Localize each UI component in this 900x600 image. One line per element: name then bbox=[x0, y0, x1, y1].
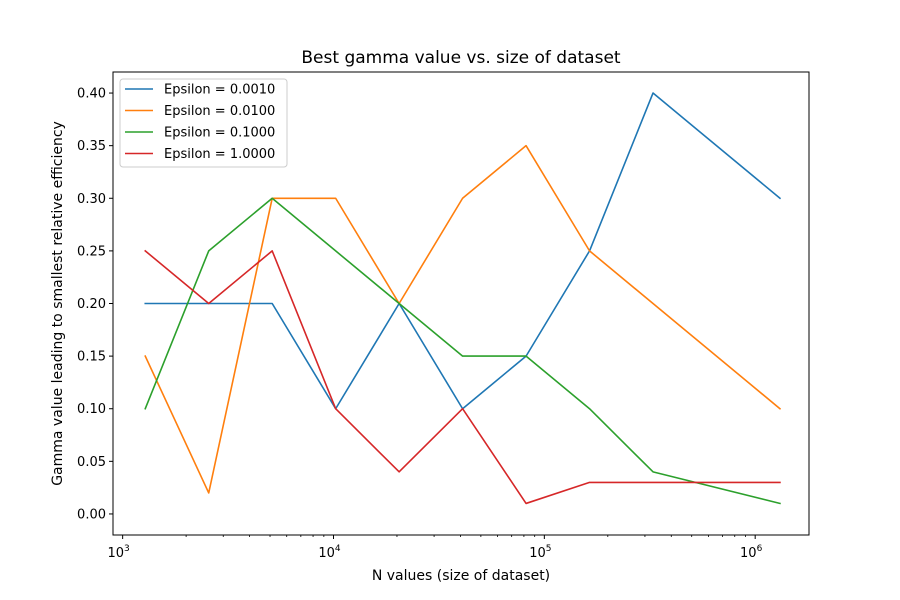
y-tick-label: 0.30 bbox=[77, 192, 106, 207]
x-axis-label: N values (size of dataset) bbox=[372, 568, 550, 584]
legend-box bbox=[119, 78, 288, 168]
series-line-1 bbox=[144, 92, 782, 410]
y-tick-label: 0.05 bbox=[77, 455, 106, 470]
y-tick-label: 0.35 bbox=[77, 139, 106, 154]
y-tick-label: 0.25 bbox=[77, 244, 106, 259]
y-tick-label: 0.00 bbox=[77, 507, 106, 522]
legend-label: Epsilon = 1.0000 bbox=[164, 147, 275, 162]
x-tick-label: 106 bbox=[740, 544, 763, 561]
y-tick-label: 0.20 bbox=[77, 297, 106, 312]
chart-title: Best gamma value vs. size of dataset bbox=[301, 48, 621, 68]
series-line-3 bbox=[144, 197, 781, 505]
x-axis-ticks: 103 104 105 106 bbox=[108, 535, 763, 561]
legend-label: Epsilon = 0.0100 bbox=[164, 104, 275, 119]
y-tick-label: 0.40 bbox=[77, 87, 106, 102]
y-tick-label: 0.15 bbox=[77, 350, 106, 365]
x-tick-label: 103 bbox=[108, 544, 130, 561]
plot-area-frame bbox=[112, 71, 810, 536]
legend-label: Epsilon = 0.0010 bbox=[164, 83, 275, 98]
legend: Epsilon = 0.0010 Epsilon = 0.0100 Epsilon … bbox=[119, 78, 288, 168]
y-tick-label: 0.10 bbox=[77, 402, 106, 417]
y-axis-ticks: 0.00 0.05 0.10 0.15 0.20 0.25 0.30 0.35 0.40 bbox=[77, 87, 113, 522]
series-lines bbox=[144, 92, 782, 505]
x-tick-label: 104 bbox=[318, 544, 341, 561]
legend-label: Epsilon = 0.1000 bbox=[164, 126, 275, 141]
series-line-4 bbox=[144, 249, 781, 505]
series-line-2 bbox=[144, 144, 782, 494]
y-axis-label: Gamma value leading to smallest relative… bbox=[50, 121, 66, 486]
x-tick-label: 105 bbox=[529, 544, 551, 561]
